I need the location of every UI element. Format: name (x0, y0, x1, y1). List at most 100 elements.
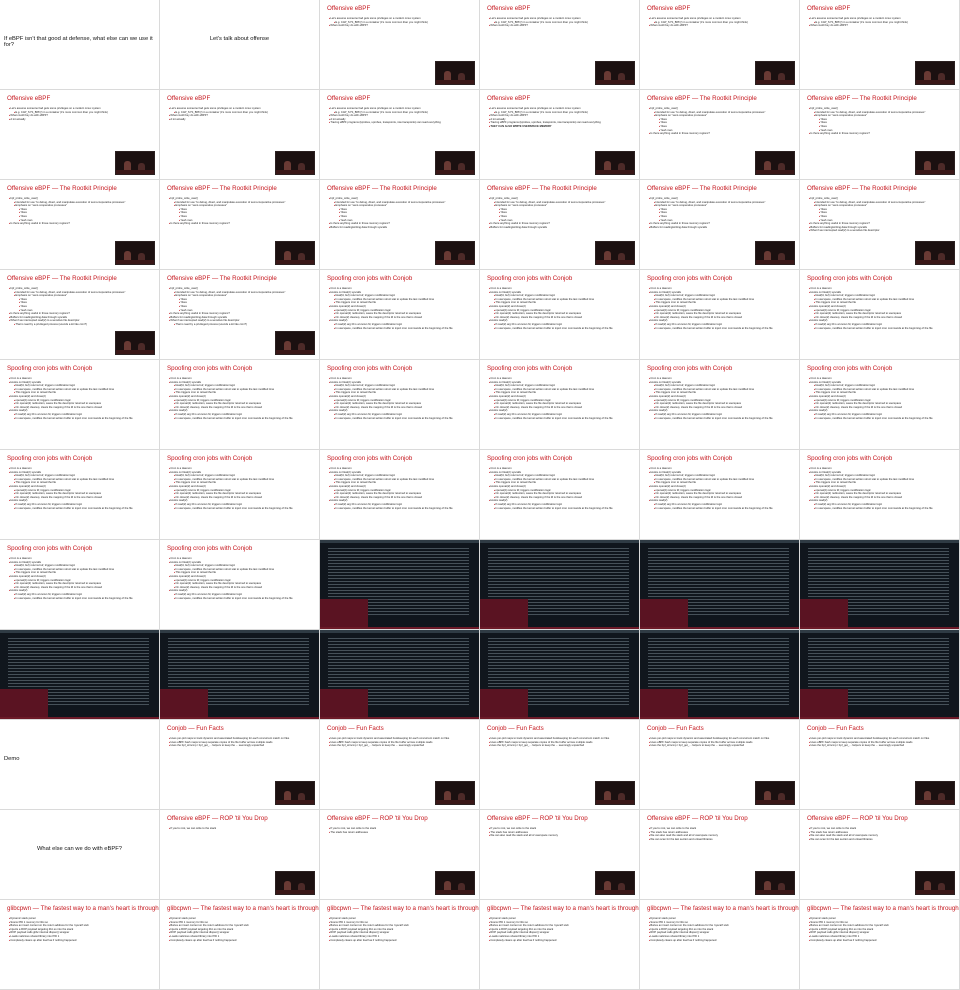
slide-thumbnail[interactable]: Spoofing cron jobs with Conjob Cron is a … (479, 359, 640, 450)
bullet-item: Hooks read(2) (169, 589, 316, 593)
stage-floor (916, 890, 954, 894)
slide-thumbnail[interactable]: glibcpwn — The fastest way to a man's he… (799, 899, 960, 990)
slide-thumbnail[interactable] (319, 629, 480, 720)
bullet-item: Hooks openat(2) and close(2) (649, 395, 796, 399)
slide-thumbnail[interactable]: glibcpwn — The fastest way to a man's he… (639, 899, 800, 990)
slide-thumbnail[interactable]: glibcpwn — The fastest way to a man's he… (479, 899, 640, 990)
terminal-pane (320, 689, 368, 719)
bullet-item: On openat(2) redirection, saves the file… (9, 492, 156, 496)
slide-thumbnail[interactable]: Offensive eBPF — ROP 'til You Drop If you… (319, 809, 480, 900)
bullet-item: Yikes (649, 211, 796, 215)
slide-thumbnail[interactable]: Spoofing cron jobs with Conjob Cron is a … (799, 269, 960, 360)
slide-thumbnail[interactable]: Spoofing cron jobs with Conjob Cron is a … (0, 449, 160, 540)
slide-thumbnail[interactable] (0, 629, 160, 720)
slide-thumbnail[interactable]: Offensive eBPF — ROP 'til You Drop If you… (479, 809, 640, 900)
slide-thumbnail[interactable]: Offensive eBPF — The Rootkit Principle bp… (639, 179, 800, 270)
speaker-video-inset (755, 871, 795, 895)
slide-thumbnail[interactable]: Conjob — Fun Facts Uses per-pid maps to t… (319, 719, 480, 810)
slide-thumbnail[interactable]: Spoofing cron jobs with Conjob Cron is a … (0, 539, 160, 630)
slide-thumbnail[interactable]: Spoofing cron jobs with Conjob Cron is a … (799, 359, 960, 450)
bullet-item: Uses per-pid maps to track dynamic and a… (489, 737, 636, 741)
slide-thumbnail[interactable]: Spoofing cron jobs with Conjob Cron is a … (159, 539, 320, 630)
slide-thumbnail[interactable]: Offensive eBPF — ROP 'til You Drop If you… (799, 809, 960, 900)
slide-thumbnail[interactable]: Spoofing cron jobs with Conjob Cron is a … (319, 269, 480, 360)
slide-thumbnail[interactable]: glibcpwn — The fastest way to a man's he… (319, 899, 480, 990)
slide-thumbnail[interactable]: Offensive eBPF — ROP 'til You Drop If you… (159, 809, 320, 900)
slide-thumbnail[interactable]: Spoofing cron jobs with Conjob Cron is a … (639, 269, 800, 360)
slide-thumbnail[interactable]: Spoofing cron jobs with Conjob Cron is a … (319, 359, 480, 450)
slide-thumbnail[interactable]: Conjob — Fun Facts Uses per-pid maps to t… (479, 719, 640, 810)
slide-thumbnail[interactable]: Demo (0, 719, 160, 810)
slide-thumbnail[interactable]: If eBPF isn't that good at defense, what… (0, 0, 160, 90)
slide-thumbnail[interactable]: Spoofing cron jobs with Conjob Cron is a … (159, 359, 320, 450)
bullet-item: Hooks read(2) (9, 409, 156, 413)
slide-thumbnail[interactable] (799, 539, 960, 630)
bullet-item: Hooks read(2) (649, 409, 796, 413)
slide-thumbnail[interactable]: Offensive eBPF — The Rootkit Principle bp… (799, 89, 960, 180)
slide-thumbnail[interactable]: Let's talk about offense (159, 0, 320, 90)
slide-thumbnail[interactable] (319, 539, 480, 630)
slide-thumbnail[interactable]: Offensive eBPF — The Rootkit Principle bp… (799, 179, 960, 270)
slide-thumbnail[interactable]: Spoofing cron jobs with Conjob Cron is a … (159, 449, 320, 540)
slide-thumbnail[interactable]: Spoofing cron jobs with Conjob Cron is a … (639, 449, 800, 540)
bullet-item: Completely cleans up after itself as if … (489, 939, 636, 943)
bullet-list: Cron is a daemonHooks on fstat(2) syscal… (9, 467, 156, 510)
speaker-figure (924, 251, 931, 264)
slide-thumbnail[interactable]: glibcpwn — The fastest way to a man's he… (0, 899, 160, 990)
slide-thumbnail[interactable] (159, 629, 320, 720)
slide-thumbnail[interactable] (479, 539, 640, 630)
slide-thumbnail[interactable]: Conjob — Fun Facts Uses per-pid maps to t… (639, 719, 800, 810)
terminal-titlebar (480, 630, 639, 633)
slide-thumbnail[interactable]: Spoofing cron jobs with Conjob Cron is a … (799, 449, 960, 540)
slide-thumbnail[interactable]: Offensive eBPF — The Rootkit Principle bp… (639, 89, 800, 180)
slide-thumbnail[interactable]: Offensive eBPF Let's assume someone had g… (319, 89, 480, 180)
slide-thumbnail[interactable]: Offensive eBPF Let's assume someone had g… (159, 89, 320, 180)
slide-thumbnail[interactable]: Conjob — Fun Facts Uses per-pid maps to t… (159, 719, 320, 810)
terminal-titlebar (320, 540, 479, 543)
bullet-item: Buffers for reading/writing data through… (809, 226, 956, 230)
bullet-item: In userspace, modifies the kernel-writte… (9, 478, 156, 482)
slide-thumbnail[interactable] (639, 539, 800, 630)
slide-thumbnail[interactable]: Spoofing cron jobs with Conjob Cron is a … (479, 269, 640, 360)
bullet-item: On close(2) cleanup, clears the mapping … (649, 496, 796, 500)
speaker-video-inset (275, 871, 315, 895)
bullet-item: Uses the bpf_strncmp / bpf_get_... helpe… (649, 744, 796, 748)
slide-thumbnail[interactable] (479, 629, 640, 720)
slide-thumbnail[interactable]: Offensive eBPF — The Rootkit Principle bp… (0, 179, 160, 270)
slide-thumbnail[interactable]: Offensive eBPF — The Rootkit Principle bp… (319, 179, 480, 270)
bullet-item: If read(2) arg fd is a known fd, trigger… (329, 503, 476, 507)
slide-thumbnail[interactable]: What else can we do with eBPF? (0, 809, 160, 900)
speaker-figure (764, 71, 771, 84)
slide-thumbnail[interactable] (799, 629, 960, 720)
slide-thumbnail[interactable]: Spoofing cron jobs with Conjob Cron is a … (319, 449, 480, 540)
bullet-item: Cron is a daemon (489, 377, 636, 381)
terminal-statusbar (480, 717, 639, 719)
bullet-item: On openat(2) redirection, saves the file… (169, 492, 316, 496)
slide-thumbnail[interactable]: Offensive eBPF — The Rootkit Principle bp… (159, 269, 320, 360)
slide-thumbnail[interactable] (639, 629, 800, 720)
slide-thumbnail[interactable]: Offensive eBPF Let's assume someone had g… (319, 0, 480, 90)
bullet-item: bpf_probe_write_user() (489, 197, 636, 201)
slide-thumbnail[interactable]: Spoofing cron jobs with Conjob Cron is a … (639, 359, 800, 450)
slide-thumbnail[interactable]: Offensive eBPF Let's assume someone had g… (479, 0, 640, 90)
slide-thumbnail[interactable]: glibcpwn — The fastest way to a man's he… (159, 899, 320, 990)
slide-thumbnail[interactable]: Offensive eBPF — The Rootkit Principle bp… (479, 179, 640, 270)
slide-thumbnail[interactable]: Offensive eBPF — ROP 'til You Drop If you… (639, 809, 800, 900)
bullet-item: Uses eBPF hash maps to keep separate cop… (329, 741, 476, 745)
slide-thumbnail[interactable]: Offensive eBPF Let's assume someone had g… (0, 89, 160, 180)
slide-thumbnail[interactable]: Offensive eBPF — The Rootkit Principle bp… (0, 269, 160, 360)
bullet-item: openat(2) returns fd; triggers modificat… (809, 489, 956, 493)
slide-thumbnail[interactable]: Conjob — Fun Facts Uses per-pid maps to t… (799, 719, 960, 810)
slide-thumbnail[interactable]: Spoofing cron jobs with Conjob Cron is a … (479, 449, 640, 540)
slide-thumbnail[interactable]: Offensive eBPF Let's assume someone had g… (799, 0, 960, 90)
slide-thumbnail[interactable]: Offensive eBPF Let's assume someone had g… (479, 89, 640, 180)
bullet-item: Hooks read(2) (489, 409, 636, 413)
bullet-item: Hooks on fstat(2) syscalls (169, 561, 316, 565)
slide-thumbnail[interactable]: Spoofing cron jobs with Conjob Cron is a … (0, 359, 160, 450)
bullet-item: On close(2) cleanup, clears the mapping … (329, 316, 476, 320)
slide-thumbnail[interactable]: Offensive eBPF — The Rootkit Principle bp… (159, 179, 320, 270)
bullet-list: Let's assume someone had gets some privi… (169, 107, 316, 121)
slide-title: Conjob — Fun Facts (807, 725, 864, 732)
bullet-item: Let's assume someone had gets some privi… (329, 17, 476, 21)
slide-thumbnail[interactable]: Offensive eBPF Let's assume someone had g… (639, 0, 800, 90)
